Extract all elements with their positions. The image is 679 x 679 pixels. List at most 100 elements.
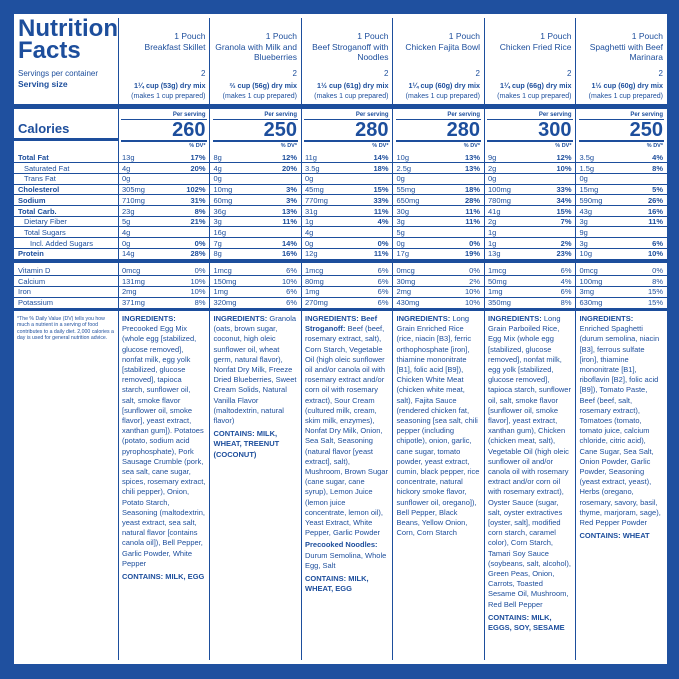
product-name: Granola with Milk and Blueberries	[215, 42, 297, 62]
daily-value: 28%	[464, 195, 480, 205]
rule	[121, 119, 207, 120]
amount: 3g	[213, 217, 222, 227]
column-divider	[117, 18, 119, 660]
daily-value: 6%	[377, 276, 389, 286]
calories-label: Calories	[18, 121, 70, 136]
per-serving: Per serving	[630, 112, 663, 118]
daily-value: 34%	[556, 195, 572, 205]
amount: 55mg	[396, 185, 416, 195]
amount: 100mg	[579, 276, 603, 286]
amount: 270mg	[305, 298, 328, 308]
product-name: Chicken Fried Rice	[499, 42, 572, 52]
row-line	[14, 194, 667, 195]
amount: 770mg	[305, 195, 328, 205]
serving-label: 1 Pouch	[448, 31, 480, 41]
daily-value: 6%	[377, 298, 389, 308]
ingredient-heading: Precooked Noodles:	[305, 540, 378, 550]
serving-note: (makes 1 cup prepared)	[588, 93, 663, 100]
amount: 1g	[488, 238, 497, 248]
amount: 13g	[488, 249, 501, 259]
amount: 30mg	[396, 276, 416, 286]
column-divider	[209, 18, 210, 660]
amount: 4g	[305, 227, 314, 237]
rule	[14, 308, 667, 311]
amount: 2g	[488, 217, 497, 227]
rule	[14, 138, 118, 141]
product-name: Breakfast Skillet	[144, 42, 206, 52]
calories: 280	[446, 119, 480, 141]
amount: 150mg	[213, 276, 237, 286]
amount: 100mg	[488, 185, 511, 195]
amount: 9g	[488, 153, 497, 162]
micronutrient-label: Iron	[18, 287, 31, 297]
nutrient-label: Dietary Fiber	[24, 217, 67, 227]
serving-size: 1¼ cup (60g) dry mix	[408, 81, 481, 90]
allergens: CONTAINS: MILK, EGGS, SOY, SESAME	[488, 612, 565, 633]
daily-value: 11%	[373, 249, 389, 259]
daily-value: 16%	[281, 249, 297, 259]
title: Nutrition Facts	[18, 15, 118, 64]
amount: 5g	[122, 217, 131, 227]
amount: 80mg	[305, 276, 324, 286]
amount: 30g	[396, 206, 410, 216]
rule	[395, 140, 481, 142]
amount: 15mg	[579, 185, 599, 195]
amount: 5g	[396, 227, 405, 237]
daily-value: 8%	[194, 206, 206, 216]
rule	[212, 119, 298, 120]
amount: 0g	[305, 238, 314, 248]
ingredient-text: Long Grain Enriched Rice (rice, niacin […	[396, 314, 480, 538]
daily-value: 6%	[286, 266, 297, 275]
daily-value: 3%	[286, 195, 297, 205]
ingredient-block: INGREDIENTS: Beef Stroganoff: Beef (beef…	[305, 314, 389, 538]
daily-value: 10%	[464, 287, 480, 297]
amount: 50mg	[488, 276, 507, 286]
ingredients: INGREDIENTS: Beef Stroganoff: Beef (beef…	[305, 314, 389, 594]
amount: 4g	[122, 163, 131, 173]
ingredient-block: Precooked Noodles: Durum Semolina, Whole…	[305, 540, 389, 571]
ingredient-text: Enriched Spaghetti (durum semolina, niac…	[579, 324, 661, 528]
ingredients: INGREDIENTS: Enriched Spaghetti (durum s…	[580, 314, 664, 541]
product-name: Spaghetti with Beef Marinara	[589, 42, 663, 62]
dv-header: % DV*	[189, 143, 206, 149]
amount: 31g	[305, 206, 318, 216]
amount: 0g	[122, 238, 131, 248]
serving-note: (makes 1 cup prepared)	[405, 93, 480, 100]
daily-value: 6%	[286, 287, 297, 297]
servings: 2	[658, 69, 663, 78]
amount: 630mg	[579, 298, 603, 308]
rule	[487, 140, 573, 142]
daily-value: 6%	[377, 287, 389, 297]
rule	[304, 119, 390, 120]
per-serving: Per serving	[172, 112, 206, 118]
daily-value: 5%	[652, 185, 663, 195]
amount: 1mcg	[488, 266, 507, 275]
daily-value: 21%	[190, 217, 206, 227]
rule	[487, 119, 573, 120]
daily-value: 19%	[464, 249, 480, 259]
amount: 43g	[579, 206, 593, 216]
allergens: CONTAINS: WHEAT	[579, 531, 650, 541]
daily-value: 23%	[556, 249, 572, 259]
amount: 3.5g	[579, 153, 595, 162]
amount: 780mg	[488, 195, 511, 205]
dv-header: % DV*	[463, 143, 480, 149]
nutrient-label: Total Carb.	[18, 206, 57, 216]
amount: 4g	[213, 163, 222, 173]
daily-value: 15%	[373, 185, 389, 195]
daily-value: 102%	[186, 185, 206, 195]
amount: 8g	[213, 153, 222, 162]
serving-size: ⅔ cup (56g) dry mix	[229, 81, 297, 90]
amount: 131mg	[122, 276, 145, 286]
amount: 0g	[213, 174, 222, 184]
daily-value: 8%	[652, 163, 663, 173]
amount: 1mcg	[305, 266, 324, 275]
amount: 0g	[396, 238, 405, 248]
daily-value: 10%	[556, 163, 572, 173]
amount: 4g	[122, 227, 131, 237]
daily-value: 15%	[647, 287, 663, 297]
daily-value: 15%	[647, 298, 663, 308]
serving-label: 1 Pouch	[631, 31, 663, 41]
amount: 13g	[122, 153, 135, 162]
daily-value: 17%	[190, 153, 206, 162]
